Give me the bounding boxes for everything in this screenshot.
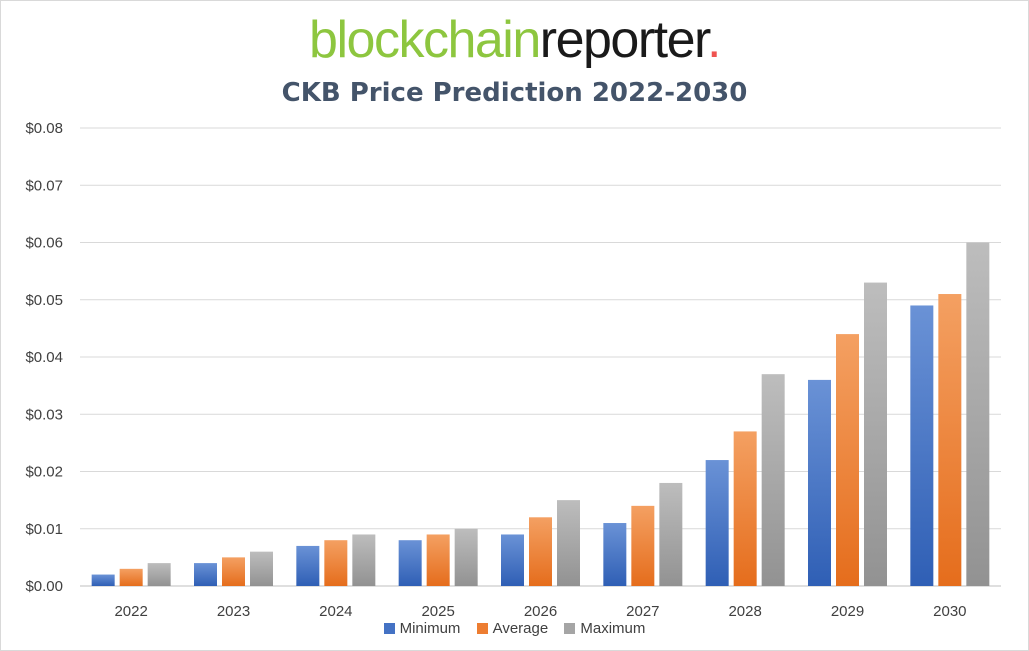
bar-average [836,334,859,586]
bar-minimum [910,305,934,586]
legend-label-minimum: Minimum [399,620,461,637]
bar-maximum [557,500,580,586]
legend: Minimum Average Maximum [0,620,1029,637]
bar-minimum [501,534,524,586]
y-axis: $0.00 $0.01 $0.02 $0.03 $0.04 $0.05 $0.06 $0.07… [25,120,63,595]
y-tick-label: $0.00 [25,578,63,595]
bar-average [222,557,245,586]
bar-minimum [91,574,115,586]
legend-label-maximum: Maximum [580,620,646,637]
logo-dot: . [706,11,721,69]
bars [91,242,990,586]
legend-item-minimum[interactable]: Minimum [383,620,461,637]
legend-item-maximum[interactable]: Maximum [564,620,645,637]
bar-maximum [147,563,171,586]
y-tick-label: $0.08 [25,120,63,137]
bar-average [426,534,450,586]
x-tick-label: 2026 [524,603,557,620]
bar-average [119,568,143,586]
bar-maximum [761,374,785,586]
bar-maximum [352,534,376,586]
bar-average [324,540,348,586]
y-tick-label: $0.01 [25,521,63,538]
bar-minimum [296,545,320,586]
x-tick-label: 2028 [728,603,761,620]
legend-label-average: Average [492,620,549,637]
x-tick-label: 2027 [626,603,659,620]
logo-text-blockchain: blockchain [309,11,541,69]
bar-maximum [250,551,273,586]
bar-minimum [603,523,627,586]
logo-text-reporter: reporter [539,11,709,69]
bar-minimum [705,460,729,586]
x-tick-label: 2029 [831,603,864,620]
bar-minimum [194,563,217,586]
bar-average [733,431,757,586]
y-tick-label: $0.06 [25,235,63,252]
x-tick-label: 2025 [421,603,454,620]
legend-swatch-maximum [564,623,576,634]
blockchainreporter-logo: blockchainreporter. [0,8,1029,72]
x-tick-label: 2030 [933,603,966,620]
legend-swatch-average [476,623,488,634]
bar-average [938,294,962,586]
bar-maximum [966,242,990,586]
x-tick-label: 2024 [319,603,352,620]
y-tick-label: $0.03 [25,406,63,423]
chart-title: CKB Price Prediction 2022-2030 [281,78,748,108]
x-tick-label: 2023 [217,603,250,620]
x-axis: 2022 2023 2024 2025 2026 2027 2028 2029 2030 [114,603,966,620]
y-tick-label: $0.05 [25,292,63,309]
legend-swatch-minimum [383,623,395,634]
legend-item-average[interactable]: Average [476,620,549,637]
bar-average [631,505,655,586]
y-tick-label: $0.02 [25,464,63,481]
bar-maximum [864,282,887,586]
y-tick-label: $0.04 [25,349,63,366]
y-tick-label: $0.07 [25,177,63,194]
bar-maximum [659,482,683,586]
x-tick-label: 2022 [114,603,147,620]
bar-maximum [454,528,478,586]
bar-minimum [808,379,831,586]
bar-minimum [398,540,422,586]
bar-average [529,517,552,586]
